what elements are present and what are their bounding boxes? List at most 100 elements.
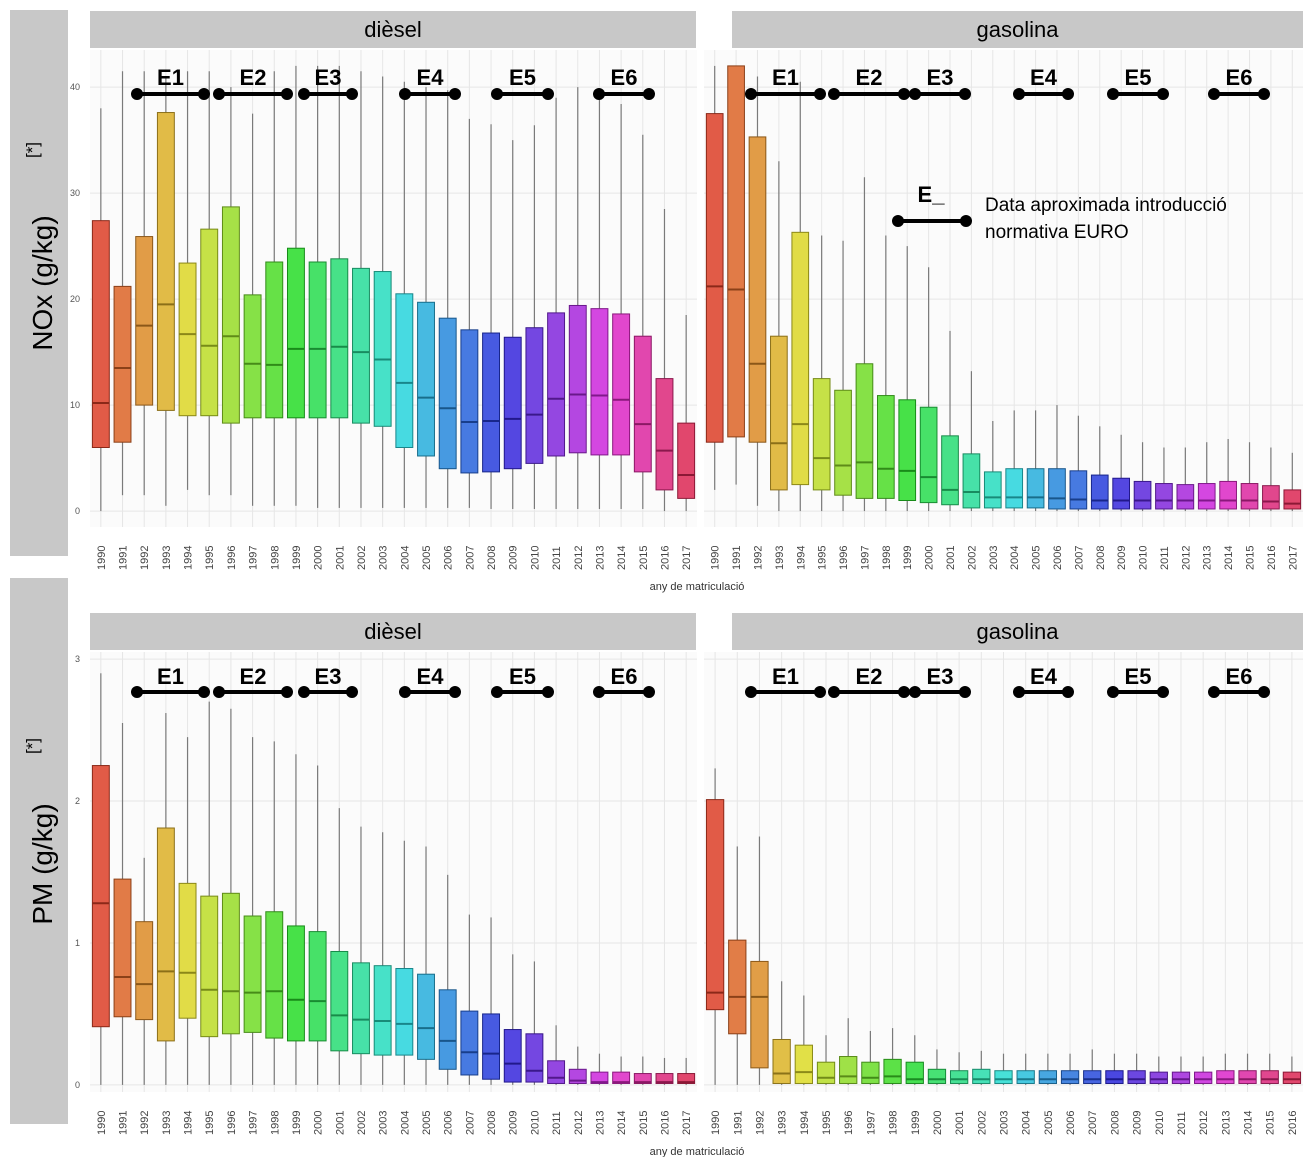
x-tick-label: 1999	[291, 1111, 303, 1135]
euro-span-dot-start	[298, 88, 310, 100]
x-tick-label: 2005	[1031, 546, 1043, 570]
x-tick-label: 2006	[443, 1111, 455, 1135]
euro-span-dot-start	[213, 88, 225, 100]
box-1994	[794, 995, 813, 1085]
box-1996	[834, 240, 852, 512]
x-tick-label: 2017	[681, 546, 693, 570]
box-iqr	[286, 925, 305, 1042]
box-iqr	[373, 271, 392, 427]
box-iqr	[286, 247, 305, 419]
x-tick-label: 1996	[226, 1111, 238, 1135]
x-tick-label: 2012	[573, 546, 585, 570]
x-tick-label: 1994	[799, 1111, 811, 1135]
x-tick-label: 2009	[508, 1111, 520, 1135]
euro-span-dot-end	[281, 88, 293, 100]
x-tick-label: 1991	[118, 546, 130, 570]
box-2002	[972, 1050, 991, 1085]
box-2009	[503, 954, 522, 1085]
x-tick-label: 1999	[291, 546, 303, 570]
box-1996	[221, 708, 240, 1085]
box-2016	[655, 1057, 674, 1085]
box-iqr	[728, 939, 747, 1035]
box-iqr	[861, 1061, 880, 1084]
euro-span-e5: E5	[491, 664, 554, 698]
x-tick-label: 2008	[1109, 1111, 1121, 1135]
x-tick-label: 2007	[1073, 546, 1085, 570]
box-iqr	[438, 989, 457, 1070]
euro-span-dot-end	[959, 686, 971, 698]
y-tick-label: 1	[75, 938, 80, 948]
x-tick-label: 1992	[139, 1111, 151, 1135]
x-tick-label: 2000	[313, 1111, 325, 1135]
box-iqr	[1240, 483, 1259, 510]
box-1998	[265, 741, 284, 1085]
box-iqr	[221, 206, 240, 424]
x-tick-label: 2002	[356, 1111, 368, 1135]
y-tick-label: 40	[70, 82, 80, 92]
x-tick-label: 1995	[204, 546, 216, 570]
box-1995	[200, 701, 219, 1085]
box-iqr	[1038, 1070, 1058, 1084]
x-tick-label: 2012	[1180, 546, 1192, 570]
x-tick-label: 2007	[1087, 1111, 1099, 1135]
facet-strip	[90, 613, 696, 650]
box-1997	[243, 113, 262, 506]
euro-legend-dot-end	[960, 215, 972, 227]
x-tick-label: 1990	[710, 546, 722, 570]
y-tick-label: 20	[70, 294, 80, 304]
box-2003	[373, 76, 392, 508]
euro-span-dot-end	[281, 686, 293, 698]
box-iqr	[135, 236, 154, 406]
euro-span-label: E2	[856, 65, 883, 90]
y-tick-label: 0	[75, 506, 80, 516]
euro-span-label: E1	[772, 65, 799, 90]
euro-span-e6: E6	[1208, 664, 1270, 698]
x-tick-label: 1998	[269, 1111, 281, 1135]
euro-span-dot-end	[1157, 88, 1169, 100]
x-tick-label: 2013	[594, 1111, 606, 1135]
box-iqr	[547, 1060, 566, 1084]
box-1998	[876, 235, 895, 512]
euro-span-e5: E5	[1107, 65, 1169, 100]
euro-span-dot-start	[1208, 88, 1220, 100]
x-tick-label: 2005	[421, 1111, 433, 1135]
box-iqr	[1149, 1071, 1168, 1084]
box-2015	[633, 1056, 652, 1085]
euro-span-dot-end	[814, 686, 826, 698]
x-tick-label: 1994	[183, 1111, 195, 1135]
box-2008	[482, 917, 501, 1085]
euro-span-e2: E2	[213, 65, 293, 100]
box-iqr	[791, 231, 810, 486]
panel-pm-gasoline: gasolina 1990 1991 1992 1993 1994 1995 1996 1997…	[704, 613, 1303, 1135]
euro-span-e6: E6	[593, 65, 655, 100]
row-label-nox: NOx (g/kg)	[27, 215, 58, 350]
box-iqr	[91, 765, 110, 1028]
box-iqr	[590, 308, 609, 456]
euro-span-label: E1	[157, 664, 184, 689]
box-1999	[905, 1035, 924, 1085]
x-tick-label: 2003	[378, 546, 390, 570]
box-iqr	[898, 399, 917, 501]
x-tick-label: 1995	[821, 1111, 833, 1135]
box-2000	[308, 65, 327, 508]
box-2008	[482, 124, 501, 509]
x-tick-label: 2001	[334, 1111, 346, 1135]
euro-span-dot-end	[898, 686, 910, 698]
euro-span-dot-start	[593, 88, 605, 100]
euro-span-e1: E1	[745, 664, 826, 698]
euro-span-label: E4	[1030, 65, 1058, 90]
euro-span-dot-end	[643, 88, 655, 100]
euro-span-e4: E4	[399, 65, 461, 100]
x-tick-label: 2006	[1065, 1111, 1077, 1135]
box-2000	[308, 765, 327, 1085]
box-2004	[1005, 410, 1024, 512]
box-iqr	[352, 962, 370, 1055]
box-iqr	[655, 1073, 674, 1084]
x-tick-label: 2004	[1009, 546, 1021, 570]
euro-span-dot-start	[909, 686, 921, 698]
euro-span-dot-start	[399, 686, 411, 698]
euro-span-dot-start	[1013, 88, 1025, 100]
box-iqr	[417, 301, 435, 457]
box-iqr	[1069, 470, 1088, 510]
euro-span-dot-end	[449, 686, 461, 698]
